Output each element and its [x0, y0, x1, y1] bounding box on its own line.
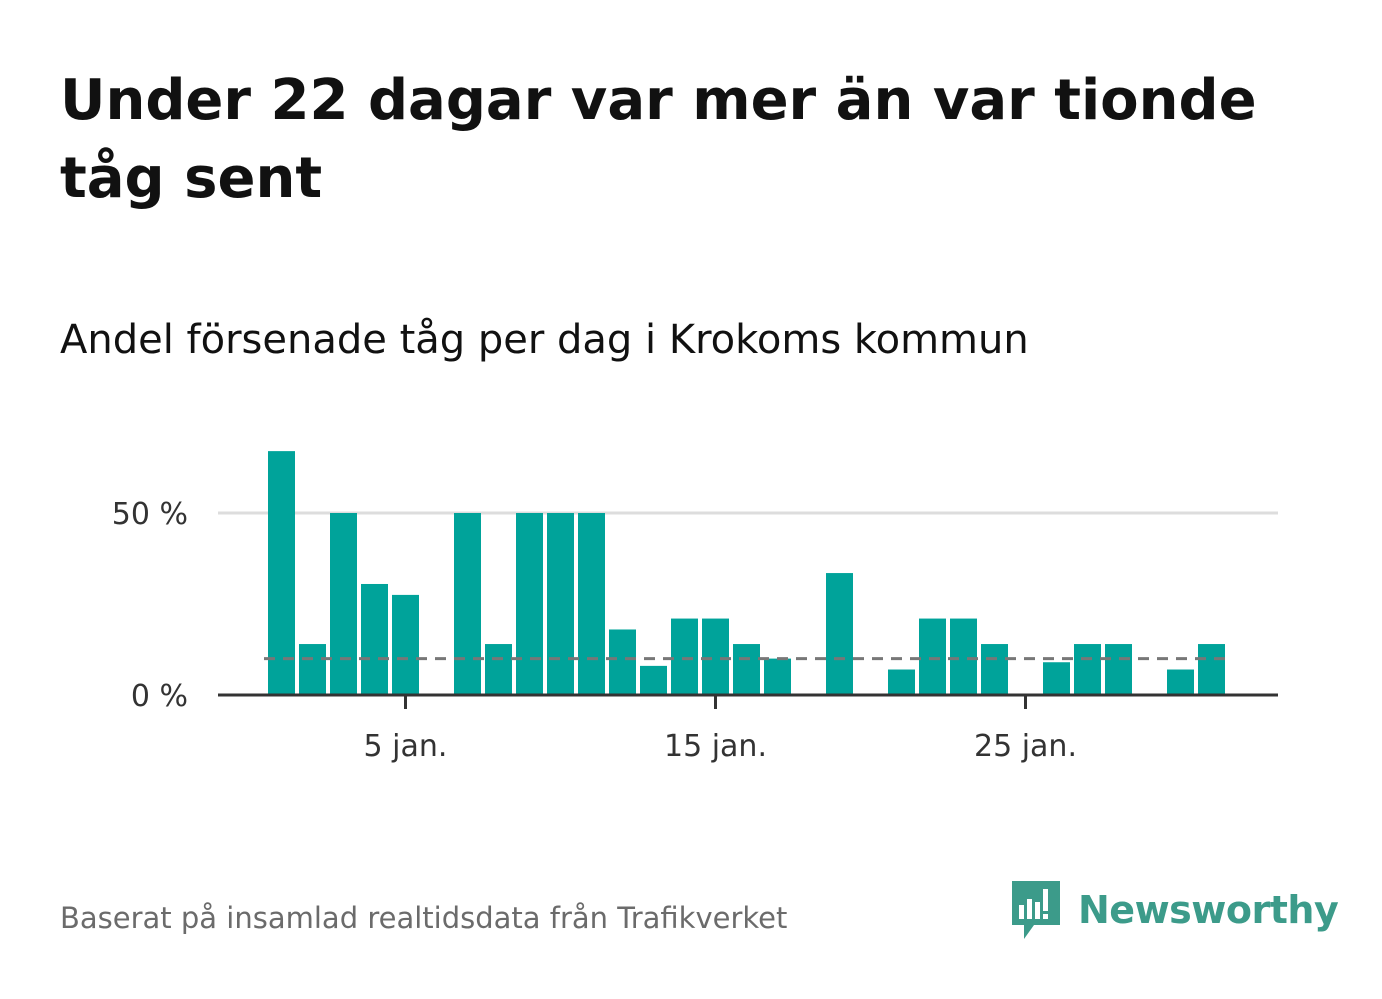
bar: [1167, 669, 1194, 695]
x-tick-label: 25 jan.: [974, 729, 1077, 764]
newsworthy-logo-icon: [1012, 881, 1060, 939]
bar: [888, 669, 915, 695]
bar: [702, 618, 729, 695]
bar: [733, 644, 760, 695]
bar: [919, 618, 946, 695]
bar: [547, 513, 574, 695]
bar: [764, 658, 791, 695]
bars: [268, 451, 1225, 695]
bar: [1105, 644, 1132, 695]
bar: [268, 451, 295, 695]
axes: [218, 693, 1278, 709]
brand-name: Newsworthy: [1078, 888, 1339, 932]
y-tick-label: 50 %: [112, 497, 188, 532]
bar: [578, 513, 605, 695]
y-tick-labels: 0 % 50 %: [112, 497, 188, 714]
y-tick-label: 0 %: [131, 679, 188, 714]
bar: [516, 513, 543, 695]
bar: [609, 629, 636, 695]
bar: [1198, 644, 1225, 695]
brand-logo: Newsworthy: [1010, 878, 1339, 942]
chart-subtitle: Andel försenade tåg per dag i Krokoms ko…: [60, 317, 1029, 363]
bar: [826, 573, 853, 695]
bar: [299, 644, 326, 695]
bar: [671, 618, 698, 695]
bar: [485, 644, 512, 695]
x-tick-label: 5 jan.: [364, 729, 448, 764]
source-note: Baserat på insamlad realtidsdata från Tr…: [60, 901, 788, 935]
bar: [330, 513, 357, 695]
x-tick-labels: 5 jan. 15 jan. 25 jan.: [364, 729, 1077, 764]
bar: [1074, 644, 1101, 695]
bar: [950, 618, 977, 695]
bar: [392, 594, 419, 695]
bar: [361, 583, 388, 695]
x-tick-label: 15 jan.: [664, 729, 767, 764]
bar: [640, 665, 667, 695]
bar: [1043, 662, 1070, 695]
bar: [981, 644, 1008, 695]
bar: [454, 513, 481, 695]
chart-title: Under 22 dagar var mer än var tionde tåg…: [60, 68, 1257, 211]
